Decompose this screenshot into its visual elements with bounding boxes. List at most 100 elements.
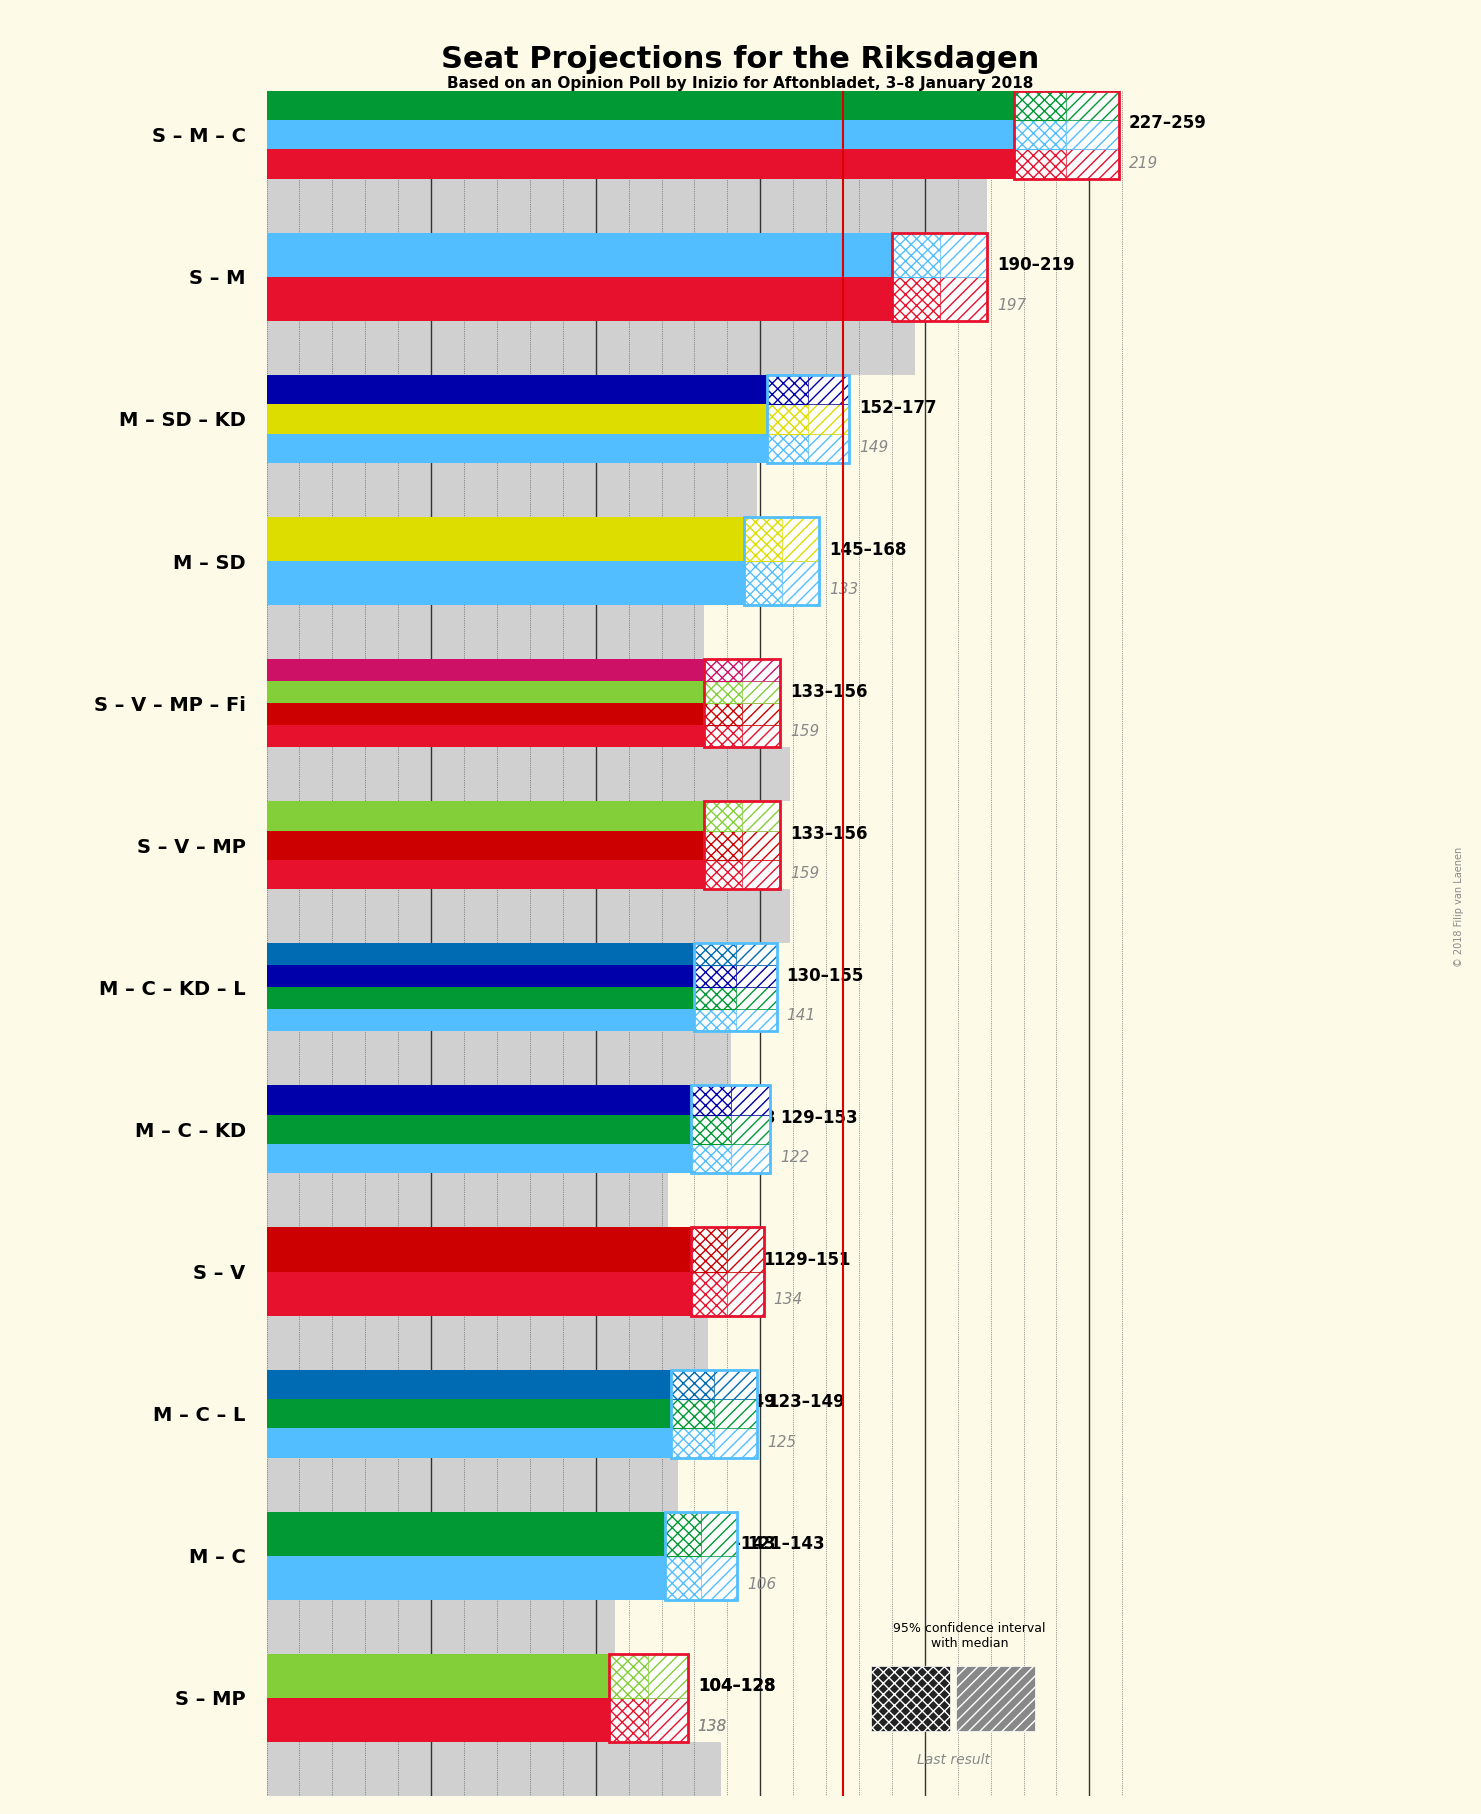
Bar bbox=[267, 1009, 695, 1032]
Bar bbox=[692, 1145, 770, 1174]
Bar bbox=[957, 1667, 1035, 1731]
Bar bbox=[267, 860, 705, 889]
Text: 190–219: 190–219 bbox=[698, 256, 776, 274]
Text: © 2018 Filip van Laenen: © 2018 Filip van Laenen bbox=[1454, 847, 1463, 967]
Bar bbox=[671, 1370, 757, 1458]
Bar bbox=[939, 232, 988, 278]
Bar bbox=[267, 1085, 692, 1116]
Bar bbox=[695, 943, 776, 965]
Bar bbox=[267, 680, 705, 704]
Bar bbox=[267, 1741, 1155, 1796]
Bar bbox=[267, 232, 892, 278]
Bar bbox=[267, 1370, 671, 1399]
Bar bbox=[743, 517, 819, 561]
Bar bbox=[695, 965, 776, 987]
Bar bbox=[809, 405, 849, 434]
Text: 197: 197 bbox=[997, 297, 1026, 312]
Bar bbox=[692, 1116, 770, 1145]
Bar bbox=[267, 375, 767, 405]
Bar bbox=[708, 1315, 1155, 1370]
Bar bbox=[267, 321, 1155, 375]
Bar bbox=[267, 517, 743, 561]
Text: 133–156: 133–156 bbox=[698, 825, 775, 844]
Bar bbox=[789, 747, 1155, 802]
Text: 133: 133 bbox=[698, 582, 727, 597]
Bar bbox=[1066, 91, 1120, 120]
Bar bbox=[701, 1556, 738, 1600]
Text: 133–156: 133–156 bbox=[698, 682, 775, 700]
Bar bbox=[609, 1654, 687, 1698]
Bar bbox=[782, 561, 819, 606]
Bar bbox=[267, 1600, 1155, 1654]
Text: Based on an Opinion Poll by Inizio for Aftonbladet, 3–8 January 2018: Based on an Opinion Poll by Inizio for A… bbox=[447, 76, 1034, 91]
Bar bbox=[727, 1228, 764, 1272]
Bar bbox=[671, 1428, 757, 1458]
Bar bbox=[892, 232, 988, 278]
Text: 133: 133 bbox=[829, 582, 859, 597]
Bar bbox=[267, 1458, 1155, 1511]
Text: 129–151: 129–151 bbox=[773, 1252, 852, 1270]
Bar bbox=[736, 987, 776, 1009]
Bar bbox=[267, 1428, 671, 1458]
Text: Seat Projections for the Riksdagen: Seat Projections for the Riksdagen bbox=[441, 45, 1040, 74]
Bar bbox=[730, 1085, 770, 1116]
Bar bbox=[767, 375, 849, 405]
Bar bbox=[1013, 149, 1120, 180]
Text: 149: 149 bbox=[859, 439, 889, 455]
Bar bbox=[730, 1145, 770, 1174]
Bar bbox=[736, 1009, 776, 1032]
Bar bbox=[892, 278, 988, 321]
Bar bbox=[267, 405, 767, 434]
Bar bbox=[871, 1667, 949, 1731]
Text: 190–219: 190–219 bbox=[997, 256, 1075, 274]
Bar bbox=[267, 1174, 1155, 1228]
Bar bbox=[665, 1556, 738, 1600]
Bar bbox=[721, 1741, 1155, 1796]
Bar bbox=[809, 375, 849, 405]
Bar bbox=[742, 704, 780, 726]
Text: 152–177: 152–177 bbox=[859, 399, 936, 417]
Bar bbox=[692, 1228, 764, 1315]
Text: 133–156: 133–156 bbox=[789, 682, 868, 700]
Bar bbox=[267, 434, 767, 463]
Bar bbox=[267, 802, 705, 831]
Bar bbox=[1013, 120, 1120, 149]
Bar bbox=[267, 1116, 692, 1145]
Bar bbox=[701, 1511, 738, 1556]
Bar bbox=[267, 726, 705, 747]
Bar bbox=[267, 1654, 609, 1698]
Text: 129–153: 129–153 bbox=[780, 1108, 857, 1126]
Text: 145–168: 145–168 bbox=[698, 541, 775, 559]
Bar bbox=[743, 517, 819, 606]
Text: 219: 219 bbox=[1129, 156, 1158, 171]
Bar bbox=[742, 658, 780, 680]
Bar bbox=[1013, 91, 1120, 120]
Bar bbox=[609, 1698, 687, 1741]
Bar bbox=[767, 375, 849, 463]
Bar bbox=[892, 232, 988, 321]
Bar bbox=[705, 658, 780, 747]
Bar bbox=[267, 1556, 665, 1600]
Bar bbox=[609, 1654, 687, 1741]
Bar bbox=[692, 1272, 764, 1315]
Text: 106: 106 bbox=[746, 1576, 776, 1591]
Bar bbox=[742, 726, 780, 747]
Bar bbox=[809, 434, 849, 463]
Bar bbox=[267, 1145, 692, 1174]
Bar bbox=[714, 1370, 757, 1399]
Bar bbox=[692, 1085, 770, 1116]
Bar bbox=[267, 747, 1155, 802]
Bar bbox=[742, 831, 780, 860]
Text: 134: 134 bbox=[698, 1292, 727, 1308]
Bar bbox=[743, 561, 819, 606]
Bar bbox=[742, 680, 780, 704]
Bar bbox=[267, 1399, 671, 1428]
Bar bbox=[668, 1174, 1155, 1228]
Bar bbox=[616, 1600, 1155, 1654]
Bar bbox=[649, 1698, 687, 1741]
Bar bbox=[649, 1654, 687, 1698]
Text: 152–177: 152–177 bbox=[698, 399, 776, 417]
Bar bbox=[1066, 149, 1120, 180]
Bar bbox=[267, 463, 1155, 517]
Bar bbox=[267, 1032, 1155, 1085]
